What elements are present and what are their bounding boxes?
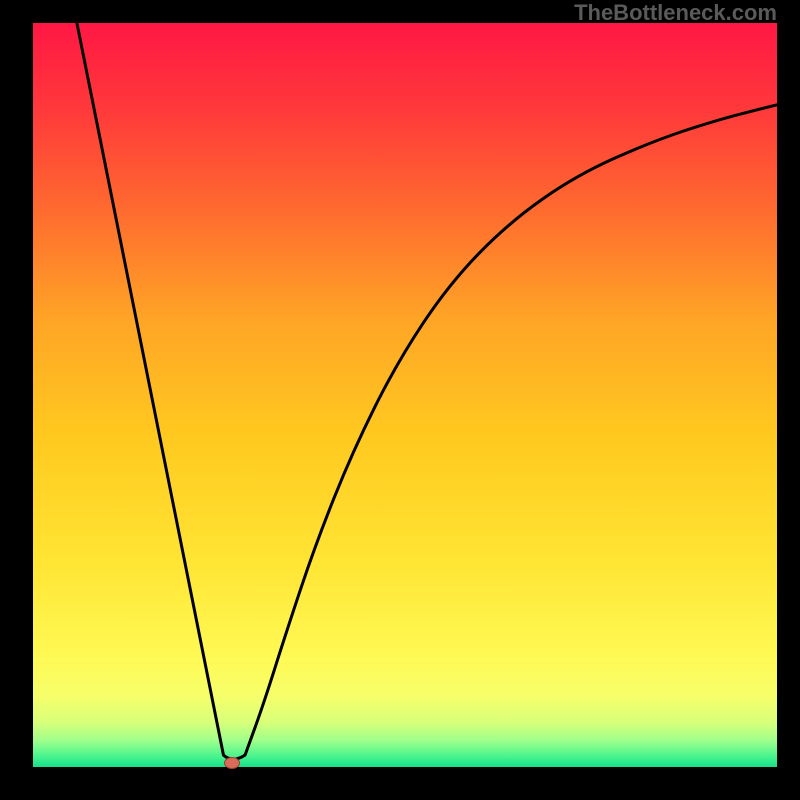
curve-layer: [33, 23, 777, 767]
optimal-marker: [224, 757, 240, 769]
plot-area: [33, 23, 777, 767]
chart-container: TheBottleneck.com: [0, 0, 800, 800]
watermark-text: TheBottleneck.com: [574, 0, 777, 26]
bottleneck-curve: [77, 23, 777, 759]
